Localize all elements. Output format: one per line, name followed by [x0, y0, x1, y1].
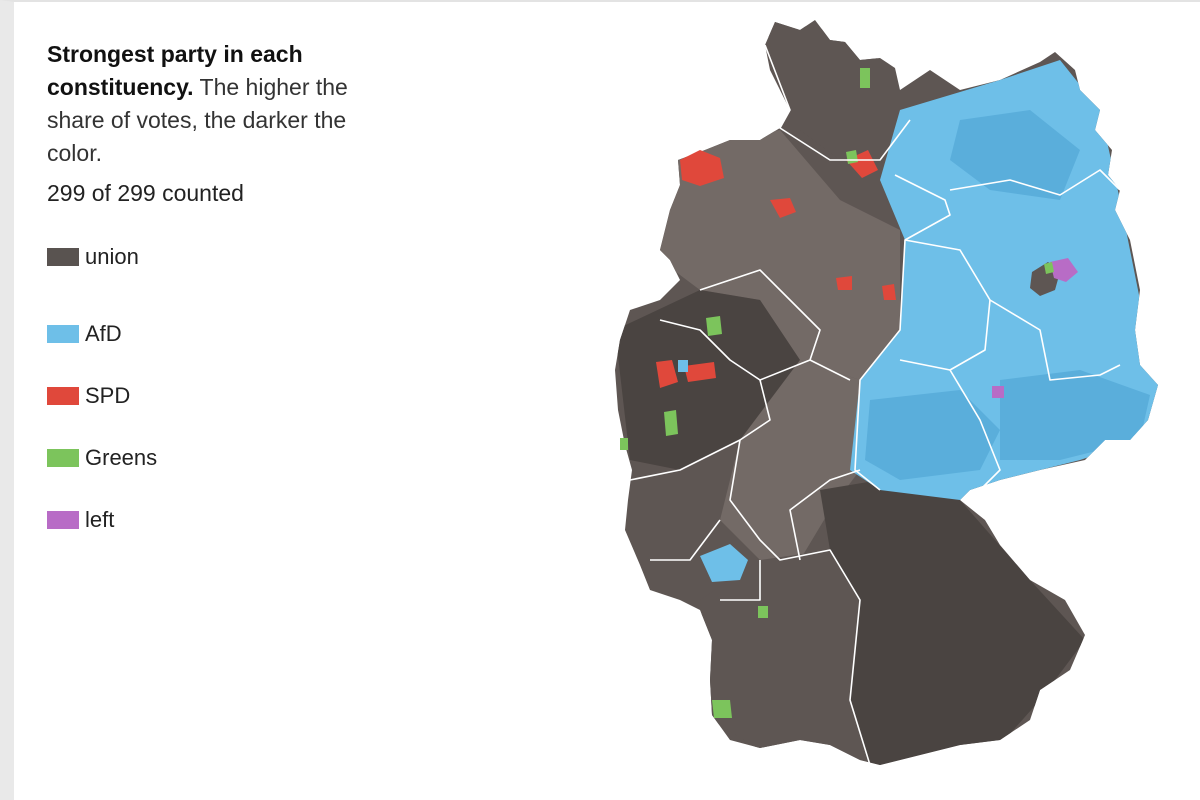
region-schleswig-holstein [765, 20, 910, 160]
legend-swatch-afd [47, 325, 79, 343]
berlin-greens [1044, 262, 1054, 274]
berlin-left [1050, 258, 1078, 282]
legend-label-spd: SPD [85, 383, 131, 408]
border-saar [650, 519, 721, 561]
enclaves [620, 68, 1004, 718]
spd-bremen [770, 198, 796, 218]
legend-label-left: left [85, 507, 115, 532]
legend-panel: Strongest party in each constituency. Th… [47, 38, 407, 551]
afd-strong-area-mv [950, 110, 1080, 200]
legend-swatch-union [47, 248, 79, 266]
state-borders [629, 44, 1121, 766]
greens-freiburg [712, 700, 732, 718]
legend-item-greens: Greens [47, 427, 407, 489]
spd-ruhr-a [656, 360, 678, 388]
greens-heidelberg [758, 606, 768, 618]
legend-item-left: left [47, 489, 407, 551]
region-baden-wuerttemberg [700, 550, 870, 765]
legend-label-union: union [85, 244, 139, 269]
legend-label-afd: AfD [85, 321, 122, 346]
border-th-sx [949, 369, 1001, 491]
afd-strong-area-thuringia [865, 390, 1000, 480]
spd-ruhr-b [684, 362, 716, 382]
region-lower-saxony [660, 130, 900, 380]
berlin-cluster [1030, 258, 1078, 296]
border-east-west [854, 174, 951, 491]
spd-lower-saxony-b [882, 284, 896, 300]
headline-bold: Strongest party in each constituency. [47, 41, 303, 100]
greens-hamburg [846, 150, 858, 164]
legend: union AfD SPD Greens left [47, 241, 407, 551]
greens-cologne [664, 410, 678, 436]
border-st-th [899, 299, 991, 371]
border-mv-brb [949, 169, 1121, 196]
border-rp-bw [720, 560, 761, 601]
legend-swatch-spd [47, 387, 79, 405]
afd-kaiserslautern [700, 544, 748, 582]
greens-aachen [620, 438, 628, 450]
legend-item-afd: AfD [47, 303, 407, 365]
counted-status: 299 of 299 counted [47, 180, 244, 206]
state-fills [615, 20, 1158, 765]
headline-rest: The higher the share of votes, the darke… [47, 74, 348, 166]
border-hesse-s [789, 469, 861, 561]
legend-label-greens: Greens [85, 445, 158, 470]
left-leipzig [992, 386, 1004, 398]
border-sh [764, 44, 911, 161]
border-hesse-n [809, 359, 851, 381]
region-bavaria [820, 480, 1085, 765]
greens-kiel [860, 68, 870, 88]
legend-swatch-left [47, 511, 79, 529]
greens-muenster [706, 316, 722, 336]
spd-lower-saxony-a [836, 276, 852, 290]
afd-strong-area-saxony [1000, 370, 1150, 460]
afd-ruhr [678, 360, 688, 372]
border-brb-sax [904, 239, 1121, 381]
map-headline: Strongest party in each constituency. Th… [47, 38, 407, 170]
legend-item-spd: SPD [47, 365, 407, 427]
legend-item-union: union [47, 241, 407, 273]
border-bw-bav [729, 439, 871, 766]
spd-ostfriesland [680, 150, 724, 186]
legend-swatch-greens [47, 449, 79, 467]
